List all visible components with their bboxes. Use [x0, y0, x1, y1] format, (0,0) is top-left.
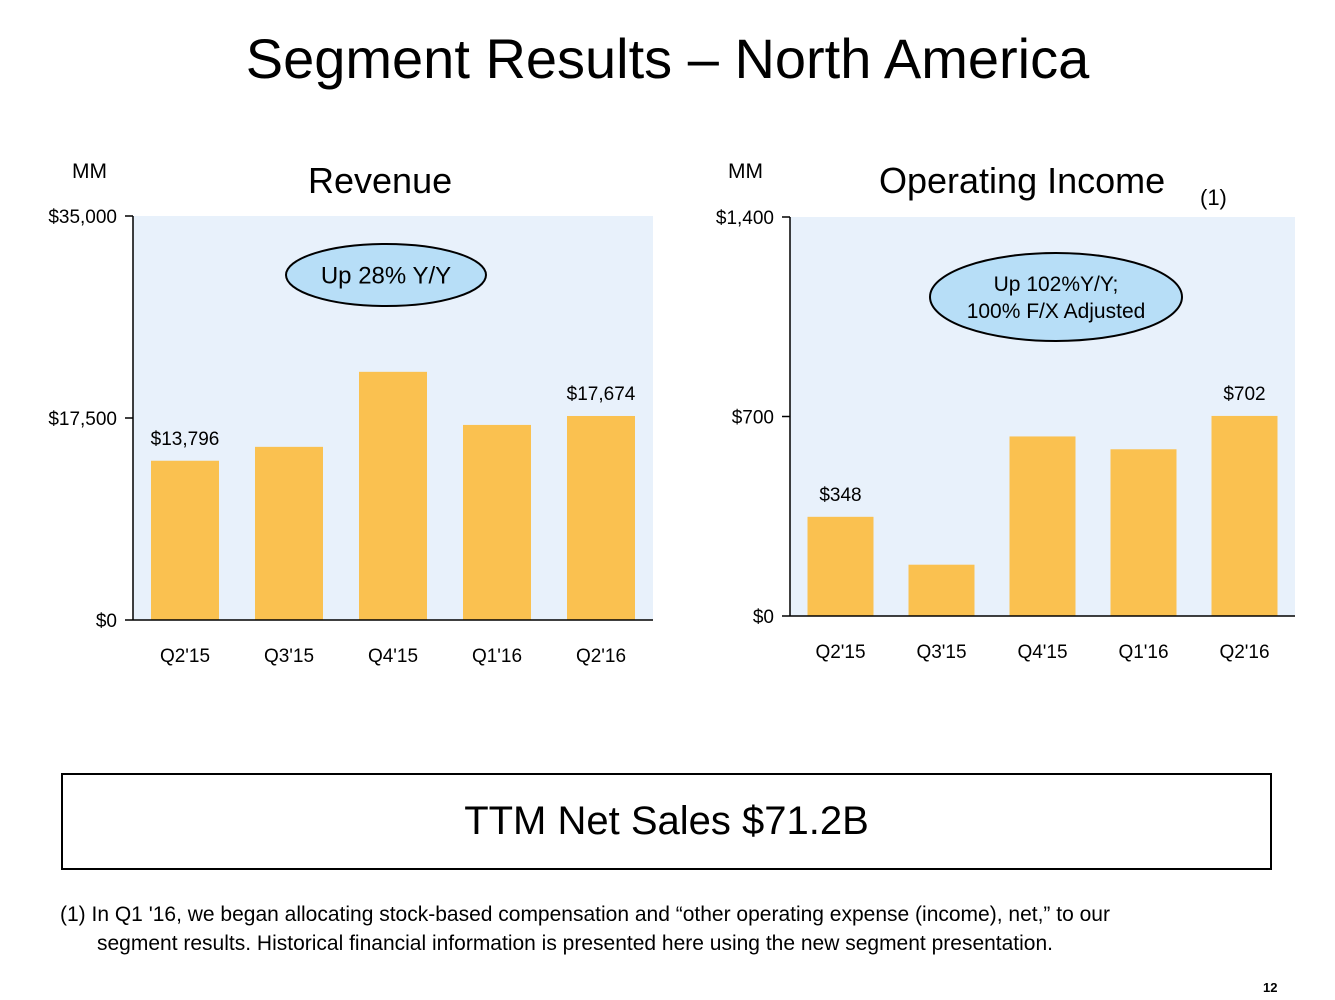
revenue-chart-svg: Q2'15 $13,796 Q3'15 Q4'15 Q1'16 Q2'16 $17,674 $… [48, 207, 653, 667]
operating-income-chart-title: Operating Income [879, 160, 1166, 201]
footnote: (1) In Q1 '16, we began allocating stock… [60, 900, 1310, 958]
footnote-line-1: (1) In Q1 '16, we began allocating stock… [60, 903, 1110, 926]
operating-income-bar-1 [807, 516, 874, 616]
operating-income-y-tick-label-2: $700 [732, 408, 774, 429]
revenue-y-tick-label-2: $17,500 [48, 409, 117, 430]
revenue-callout-text-1: Up 28% Y/Y [321, 262, 451, 289]
operating-income-x-tick-4: Q1'16 [1118, 642, 1168, 663]
revenue-data-label-5: $17,674 [567, 384, 636, 405]
operating-income-y-tick-label-3: $1,400 [716, 208, 774, 229]
revenue-y-tick-label-1: $0 [96, 611, 117, 632]
operating-income-callout-text-2: 100% F/X Adjusted [967, 300, 1146, 323]
operating-income-bar-5 [1211, 415, 1278, 616]
revenue-bar-5 [567, 415, 635, 620]
revenue-y-tick-label-3: $35,000 [48, 207, 117, 228]
page-number: 12 [1263, 980, 1278, 995]
revenue-x-tick-5: Q2'16 [576, 646, 626, 667]
revenue-unit-label: MM [72, 160, 107, 183]
operating-income-data-label-5: $702 [1223, 384, 1265, 405]
operating-income-callout-bubble [929, 252, 1183, 342]
operating-income-unit-label: MM [728, 160, 763, 183]
revenue-bar-4 [463, 424, 531, 620]
operating-income-footnote-marker: (1) [1200, 185, 1227, 210]
ttm-net-sales-box: TTM Net Sales $71.2B [61, 773, 1272, 870]
operating-income-y-tick-label-1: $0 [753, 607, 774, 628]
revenue-bar-3 [359, 371, 427, 620]
revenue-bar-1 [151, 460, 219, 620]
revenue-bar-2 [255, 446, 323, 620]
operating-income-callout-text-1: Up 102%Y/Y; [994, 273, 1119, 296]
operating-income-data-label-1: $348 [819, 485, 861, 506]
revenue-x-tick-2: Q3'15 [264, 646, 314, 667]
operating-income-x-tick-2: Q3'15 [916, 642, 966, 663]
operating-income-chart-svg: Q2'15 $348 Q3'15 Q4'15 Q1'16 Q2'16 $702 $0 $700 $… [716, 208, 1295, 663]
operating-income-x-tick-3: Q4'15 [1017, 642, 1067, 663]
revenue-callout-bubble [285, 243, 487, 307]
revenue-chart: MM Revenue Q2'15 $13,796 Q3'15 Q4'15 Q1'16 Q2… [0, 150, 665, 680]
operating-income-x-tick-1: Q2'15 [815, 642, 865, 663]
revenue-x-tick-3: Q4'15 [368, 646, 418, 667]
ttm-net-sales-text: TTM Net Sales $71.2B [464, 799, 869, 843]
operating-income-bar-2 [908, 564, 975, 616]
operating-income-bar-3 [1009, 436, 1076, 616]
operating-income-chart: MM Operating Income (1) Q2'15 $348 Q3'15 Q4… [665, 150, 1335, 680]
operating-income-bar-4 [1110, 449, 1177, 616]
operating-income-x-tick-5: Q2'16 [1219, 642, 1269, 663]
revenue-x-tick-1: Q2'15 [160, 646, 210, 667]
revenue-x-tick-4: Q1'16 [472, 646, 522, 667]
revenue-chart-title: Revenue [308, 160, 453, 201]
revenue-data-label-1: $13,796 [151, 429, 220, 450]
footnote-line-2: segment results. Historical financial in… [97, 932, 1054, 955]
page-title: Segment Results – North America [245, 27, 1090, 90]
